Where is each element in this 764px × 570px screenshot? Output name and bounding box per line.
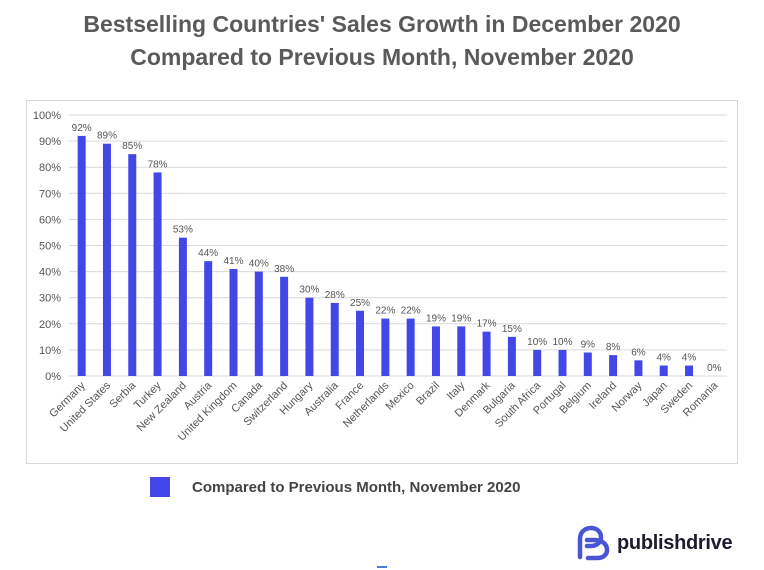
data-label: 8%: [606, 342, 621, 353]
bar: [254, 271, 263, 376]
data-label: 85%: [122, 141, 142, 152]
legend-label: Compared to Previous Month, November 202…: [192, 478, 521, 496]
bar: [229, 268, 238, 376]
bar: [381, 318, 390, 376]
data-label: 89%: [97, 131, 117, 142]
y-tick-label: 40%: [39, 267, 61, 279]
chart-title: Bestselling Countries' Sales Growth in D…: [0, 8, 764, 74]
data-label: 28%: [325, 290, 345, 301]
bar: [178, 237, 187, 376]
legend-swatch: [150, 477, 170, 497]
bar-chart: 0%10%20%30%40%50%60%70%80%90%100%92%Germ…: [33, 110, 727, 443]
data-label: 15%: [502, 324, 522, 335]
data-label: 6%: [631, 347, 646, 358]
bar: [507, 336, 516, 376]
bar: [482, 331, 491, 376]
y-tick-label: 0%: [45, 371, 61, 383]
data-label: 10%: [527, 337, 547, 348]
bar: [685, 365, 694, 376]
bar: [533, 349, 542, 376]
bar: [305, 297, 314, 376]
data-label: 41%: [223, 256, 243, 267]
bar: [583, 352, 592, 376]
bar: [406, 318, 415, 376]
data-label: 38%: [274, 264, 294, 275]
data-label: 17%: [477, 319, 497, 330]
plot-frame: 0% 10% 20% 30% 40% 50% 60% 70% 80% 90% 100% 92% Germ…: [26, 100, 738, 464]
data-label: 78%: [148, 159, 168, 170]
brand-name: publishdrive: [617, 531, 733, 554]
bar: [659, 365, 668, 376]
bar: [77, 135, 86, 376]
data-label: 9%: [581, 340, 596, 351]
y-tick-label: 100%: [33, 110, 61, 122]
bar: [558, 349, 567, 376]
bar: [280, 276, 289, 376]
data-label: 10%: [552, 337, 572, 348]
y-tick-label: 30%: [39, 293, 61, 305]
x-tick-label: Brazil: [414, 380, 442, 408]
data-label: 40%: [249, 259, 269, 270]
data-label: 44%: [198, 248, 218, 259]
data-label: 4%: [682, 353, 697, 364]
legend: Compared to Previous Month, November 202…: [150, 476, 520, 498]
data-label: 22%: [401, 306, 421, 317]
brand: publishdrive: [574, 524, 733, 562]
bar: [330, 302, 339, 376]
bar: [128, 154, 137, 376]
data-label: 92%: [72, 123, 92, 134]
data-label: 19%: [426, 313, 446, 324]
publishdrive-logo-icon: [577, 525, 610, 561]
y-tick-label: 60%: [39, 214, 61, 226]
data-label: 22%: [375, 306, 395, 317]
bar: [153, 172, 162, 376]
bar: [457, 326, 466, 376]
y-tick-label: 50%: [39, 241, 61, 253]
y-tick-label: 70%: [39, 188, 61, 200]
chart-title-line-2: Compared to Previous Month, November 202…: [130, 44, 634, 70]
bar: [102, 143, 111, 376]
bar: [634, 360, 643, 376]
data-label: 4%: [657, 353, 672, 364]
y-tick-label: 90%: [39, 136, 61, 148]
data-label: 53%: [173, 225, 193, 236]
bar: [204, 261, 213, 376]
y-tick-label: 20%: [39, 319, 61, 331]
chart-title-line-1: Bestselling Countries' Sales Growth in D…: [83, 11, 681, 37]
data-label: 25%: [350, 298, 370, 309]
footer-mark: [377, 566, 387, 568]
data-label: 19%: [451, 313, 471, 324]
data-label: 30%: [299, 285, 319, 296]
y-tick-label: 80%: [39, 162, 61, 174]
bar: [431, 326, 440, 376]
y-tick-label: 10%: [39, 345, 61, 357]
bar: [356, 310, 365, 376]
data-label: 0%: [707, 363, 722, 374]
x-tick-label: Mexico: [384, 380, 417, 413]
bar: [609, 355, 618, 376]
